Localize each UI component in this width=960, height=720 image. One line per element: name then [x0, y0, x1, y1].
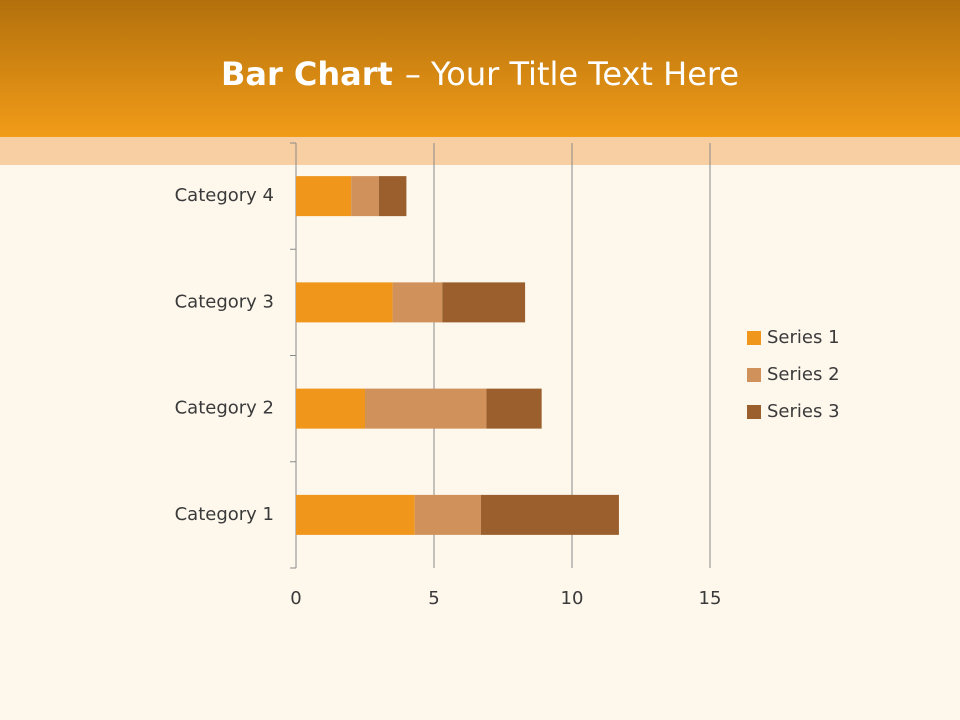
legend-swatch	[747, 405, 761, 419]
bar-segment	[378, 176, 407, 217]
bar-segment	[296, 494, 415, 535]
bar-segment	[296, 176, 352, 217]
header	[0, 0, 960, 137]
bar-segment	[392, 282, 443, 323]
bar-segment	[480, 494, 619, 535]
slide-title: Bar Chart – Your Title Text Here	[221, 55, 739, 93]
x-tick-label: 10	[561, 588, 584, 609]
legend-swatch	[747, 331, 761, 345]
bar-segment	[486, 388, 542, 429]
bar-segment	[351, 176, 379, 217]
title-rest: – Your Title Text Here	[405, 55, 739, 93]
y-tick-label: Category 4	[175, 185, 274, 206]
y-tick-label: Category 1	[175, 504, 274, 525]
bar-segment	[414, 494, 481, 535]
x-tick-label: 15	[699, 588, 722, 609]
x-tick-label: 5	[428, 588, 439, 609]
header-band	[0, 137, 960, 165]
bar-segment	[296, 388, 365, 429]
title-bold: Bar Chart	[221, 55, 393, 93]
chart: 0 5 10 15 Category 1 Category 2 Category 3 Cate…	[175, 142, 840, 609]
bar-segment	[296, 282, 393, 323]
legend-label: Series 1	[767, 327, 840, 348]
x-tick-label: 0	[290, 588, 301, 609]
legend-label: Series 3	[767, 401, 840, 422]
y-tick-label: Category 2	[175, 398, 274, 419]
legend-label: Series 2	[767, 364, 840, 385]
legend-swatch	[747, 368, 761, 382]
bar-segment	[442, 282, 526, 323]
bar-segment	[365, 388, 487, 429]
y-tick-label: Category 3	[175, 291, 274, 312]
